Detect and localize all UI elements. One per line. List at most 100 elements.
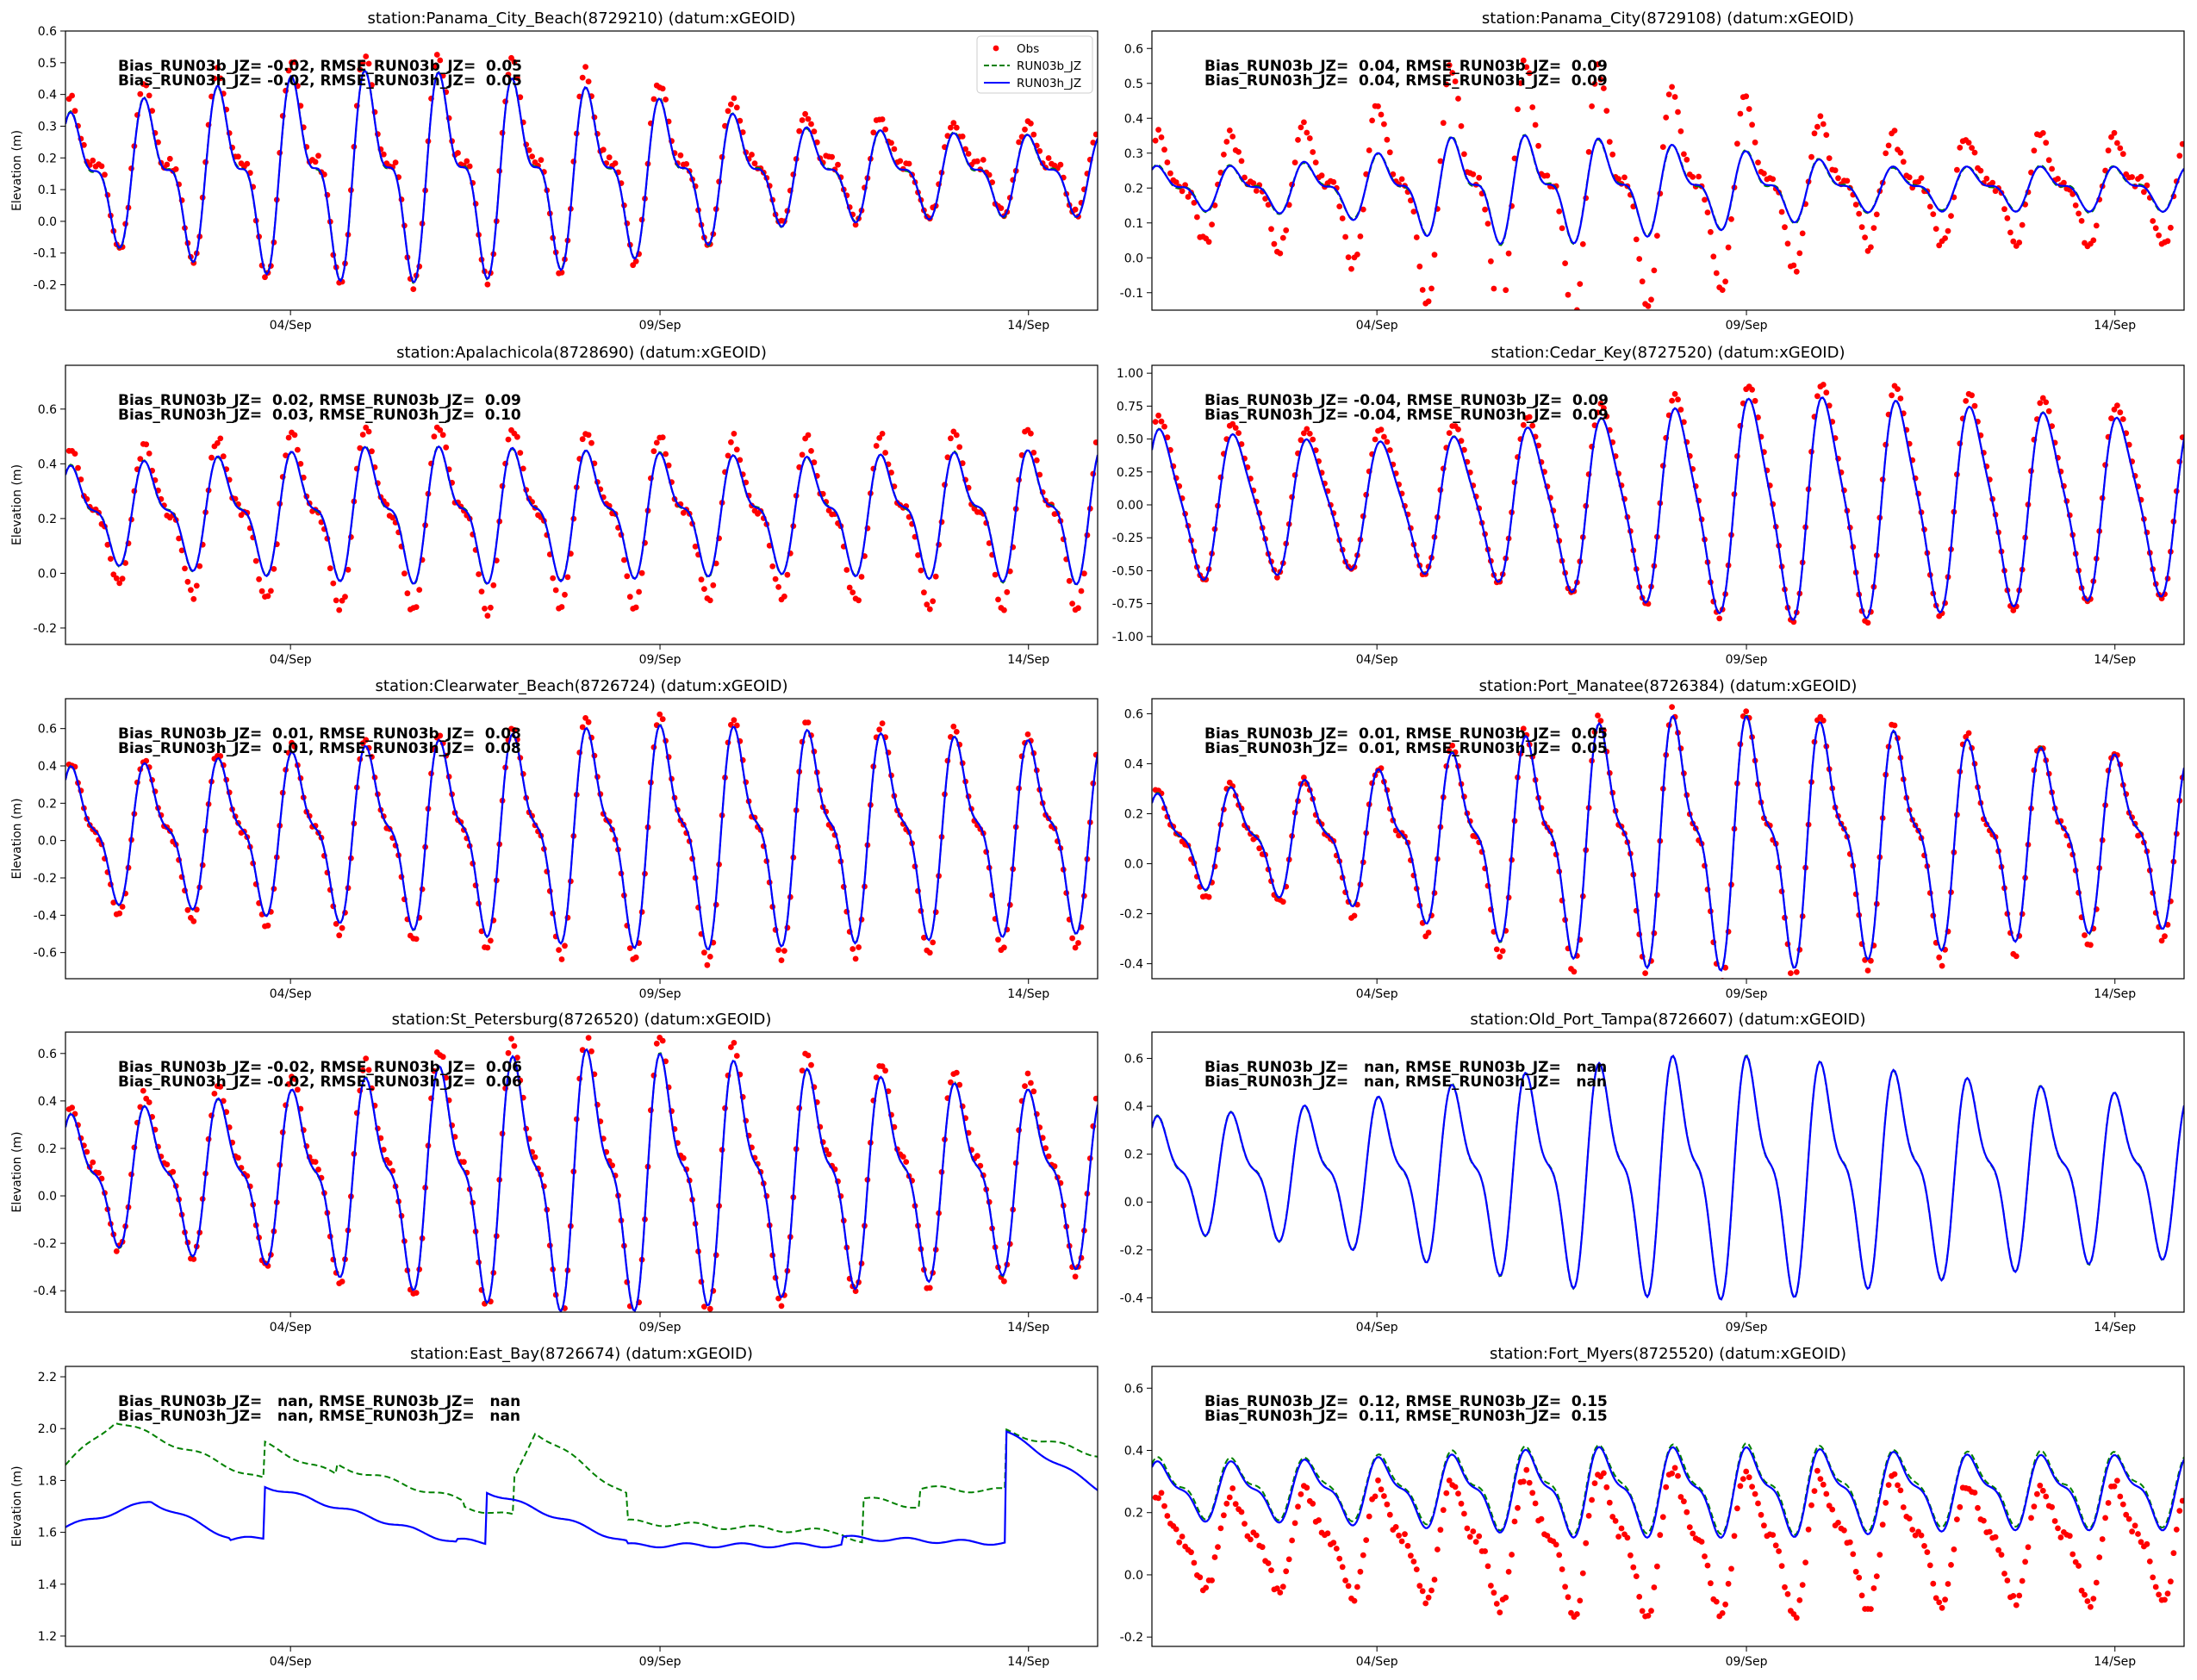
obs-point <box>2051 1518 2058 1524</box>
axes-frame <box>1151 1366 2185 1647</box>
obs-point <box>1975 1504 1981 1511</box>
obs-point <box>948 435 954 442</box>
obs-point <box>143 82 150 89</box>
obs-point <box>930 939 937 946</box>
obs-point <box>626 945 633 951</box>
obs-point <box>1684 156 1690 163</box>
obs-point <box>1737 1483 1744 1490</box>
axes-frame <box>1151 30 2185 311</box>
obs-point <box>2117 1493 2124 1500</box>
obs-point <box>1808 1502 1814 1509</box>
obs-point <box>1461 151 1467 158</box>
obs-point <box>1155 1495 1161 1502</box>
obs-point <box>2078 218 2085 224</box>
obs-point <box>1455 426 1461 432</box>
plot-area <box>65 1035 1098 1319</box>
obs-point <box>1455 1490 1461 1496</box>
y-tick-label: 0.6 <box>1124 707 1143 721</box>
obs-point <box>677 152 684 159</box>
y-tick-label: 0.0 <box>38 567 57 581</box>
obs-point <box>948 124 954 131</box>
obs-point <box>380 151 387 158</box>
obs-point <box>1645 1613 1652 1619</box>
obs-point <box>1965 140 1972 146</box>
obs-point <box>1734 1505 1740 1512</box>
obs-point <box>579 724 586 731</box>
legend-entry-label: RUN03h_JZ <box>1017 77 1081 90</box>
obs-point <box>559 1313 565 1319</box>
obs-point <box>520 465 526 472</box>
obs-point <box>1708 1580 1714 1587</box>
obs-point <box>1461 446 1467 453</box>
obs-point <box>1873 1573 1880 1579</box>
obs-point <box>1028 120 1034 127</box>
obs-point <box>2108 134 2114 140</box>
obs-point <box>297 461 304 467</box>
stats-annotation: Bias_RUN03h_JZ= 0.03, RMSE_RUN03h_JZ= 0.… <box>118 407 521 424</box>
obs-point <box>1517 80 1524 86</box>
obs-point <box>1458 438 1465 445</box>
obs-point <box>1036 147 1043 154</box>
obs-point <box>1092 131 1098 138</box>
obs-point <box>217 75 224 82</box>
obs-point <box>1778 1563 1785 1569</box>
obs-point <box>1384 136 1391 143</box>
obs-point <box>1372 1493 1379 1500</box>
obs-point <box>1386 1511 1393 1518</box>
obs-point <box>1868 1606 1874 1612</box>
y-tick-label: 0.4 <box>38 457 57 471</box>
obs-point <box>1158 134 1165 140</box>
obs-point <box>1497 954 1503 960</box>
obs-point <box>1001 944 1007 951</box>
obs-point <box>805 1052 812 1059</box>
obs-point <box>1577 1597 1584 1604</box>
x-tick-label: 04/Sep <box>270 1321 312 1335</box>
obs-point <box>852 955 859 962</box>
y-tick-label: -0.1 <box>34 247 57 261</box>
obs-point <box>1336 203 1343 210</box>
obs-point <box>1342 233 1348 240</box>
obs-point <box>1740 1476 1746 1482</box>
obs-point <box>1484 221 1491 227</box>
obs-point <box>1998 1552 2005 1558</box>
obs-point <box>1004 588 1011 595</box>
y-axis-label: Elevation (m) <box>10 1465 24 1546</box>
obs-point <box>466 163 473 170</box>
y-tick-label: 0.2 <box>1124 1507 1143 1521</box>
obs-point <box>1571 968 1578 975</box>
obs-point <box>505 72 512 78</box>
obs-point <box>1248 1536 1254 1543</box>
obs-point <box>1360 206 1366 213</box>
y-tick-label: 0.1 <box>1124 217 1143 231</box>
obs-point <box>1719 1610 1726 1616</box>
x-tick-label: 14/Sep <box>1007 1321 1049 1335</box>
obs-point <box>116 910 123 917</box>
y-tick-label: 0.0 <box>1124 858 1143 872</box>
obs-point <box>404 590 411 597</box>
obs-point <box>431 63 438 70</box>
obs-point <box>980 157 986 163</box>
stats-annotation: Bias_RUN03h_JZ= 0.04, RMSE_RUN03h_JZ= 0.… <box>1204 72 1608 90</box>
obs-point <box>1601 405 1607 412</box>
obs-point <box>2055 176 2061 182</box>
obs-point <box>1155 412 1161 419</box>
obs-point <box>1372 436 1379 443</box>
obs-point <box>1618 1525 1625 1532</box>
obs-point <box>476 571 482 577</box>
obs-point <box>1408 197 1414 204</box>
obs-point <box>733 1053 740 1059</box>
obs-point <box>1808 153 1814 160</box>
obs-point <box>1945 227 1951 234</box>
obs-point <box>1876 1552 1883 1558</box>
obs-point <box>107 556 114 562</box>
obs-point <box>312 159 319 165</box>
y-axis-label: Elevation (m) <box>10 464 24 545</box>
obs-point <box>1360 1552 1366 1559</box>
obs-point <box>1686 1524 1693 1530</box>
obs-point <box>1671 94 1678 100</box>
obs-point <box>1562 260 1568 266</box>
obs-point <box>1339 1564 1346 1571</box>
obs-point <box>1262 196 1268 202</box>
obs-point <box>1971 1490 1978 1496</box>
obs-point <box>1663 1484 1670 1490</box>
